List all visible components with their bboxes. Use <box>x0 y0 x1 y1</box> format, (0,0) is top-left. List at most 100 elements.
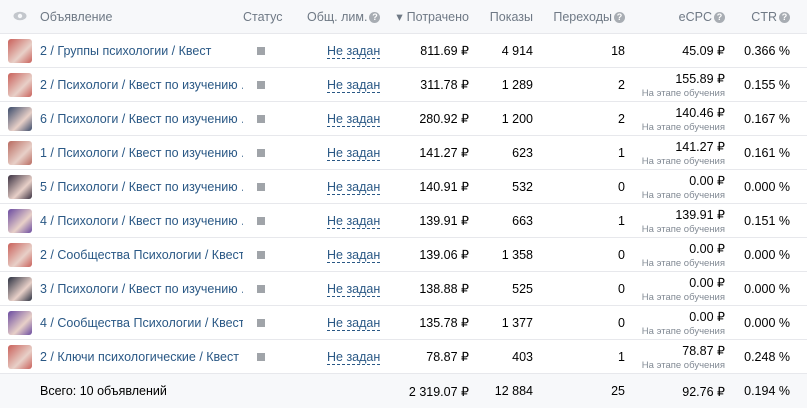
ecpc-cell: 0.00 ₽На этапе обучения <box>625 170 725 204</box>
learning-note: На этапе обучения <box>625 190 725 201</box>
ad-name-link[interactable]: 6 / Психологи / Квест по изучению ... <box>40 112 243 126</box>
ad-thumbnail[interactable] <box>8 277 32 301</box>
ad-name-link[interactable]: 1 / Психологи / Квест по изучению ... <box>40 146 243 160</box>
ad-name-link[interactable]: 2 / Ключи психологические / Квест <box>40 350 239 364</box>
table-row: 1 / Психологи / Квест по изучению ... Не… <box>0 136 807 170</box>
status-stopped-icon[interactable] <box>257 251 265 259</box>
impressions-cell: 1 377 <box>469 306 533 340</box>
clicks-cell: 18 <box>533 34 625 68</box>
status-stopped-icon[interactable] <box>257 149 265 157</box>
learning-note: На этапе обучения <box>625 156 725 167</box>
header-limit[interactable]: Общ. лим.? <box>307 0 392 34</box>
limit-link[interactable]: Не задан <box>327 146 380 161</box>
spent-cell: 139.91 ₽ <box>392 204 469 238</box>
clicks-cell: 1 <box>533 204 625 238</box>
ad-name-link[interactable]: 2 / Группы психологии / Квест <box>40 44 211 58</box>
spent-cell: 811.69 ₽ <box>392 34 469 68</box>
ctr-cell: 0.155 % <box>725 68 807 102</box>
visibility-column[interactable] <box>0 0 40 34</box>
clicks-cell: 0 <box>533 238 625 272</box>
ad-thumbnail[interactable] <box>8 39 32 63</box>
status-stopped-icon[interactable] <box>257 353 265 361</box>
table-row: 2 / Ключи психологические / Квест Не зад… <box>0 340 807 374</box>
ctr-cell: 0.366 % <box>725 34 807 68</box>
learning-note: На этапе обучения <box>625 326 725 337</box>
totals-clicks: 25 <box>533 374 625 408</box>
spent-cell: 139.06 ₽ <box>392 238 469 272</box>
ad-name-link[interactable]: 2 / Психологи / Квест по изучению ... <box>40 78 243 92</box>
clicks-cell: 2 <box>533 102 625 136</box>
limit-link[interactable]: Не задан <box>327 282 380 297</box>
clicks-cell: 2 <box>533 68 625 102</box>
impressions-cell: 623 <box>469 136 533 170</box>
impressions-cell: 1 200 <box>469 102 533 136</box>
spent-cell: 78.87 ₽ <box>392 340 469 374</box>
totals-ctr: 0.194 % <box>725 374 807 408</box>
impressions-cell: 1 358 <box>469 238 533 272</box>
ad-thumbnail[interactable] <box>8 243 32 267</box>
status-stopped-icon[interactable] <box>257 285 265 293</box>
ad-thumbnail[interactable] <box>8 73 32 97</box>
ctr-cell: 0.000 % <box>725 238 807 272</box>
limit-link[interactable]: Не задан <box>327 112 380 127</box>
header-name[interactable]: Объявление <box>40 0 243 34</box>
totals-impressions: 12 884 <box>469 374 533 408</box>
limit-link[interactable]: Не задан <box>327 78 380 93</box>
spent-cell: 138.88 ₽ <box>392 272 469 306</box>
totals-row: Всего: 10 объявлений 2 319.07 ₽ 12 884 2… <box>0 374 807 408</box>
ctr-cell: 0.000 % <box>725 272 807 306</box>
eye-icon <box>13 11 27 21</box>
ad-name-link[interactable]: 4 / Психологи / Квест по изучению ... <box>40 214 243 228</box>
ad-name-link[interactable]: 2 / Сообщества Психологии / Квест... <box>40 248 243 262</box>
learning-note: На этапе обучения <box>625 88 725 99</box>
ad-name-link[interactable]: 3 / Психологи / Квест по изучению ... <box>40 282 243 296</box>
clicks-cell: 0 <box>533 170 625 204</box>
limit-link[interactable]: Не задан <box>327 350 380 365</box>
ctr-cell: 0.000 % <box>725 306 807 340</box>
ecpc-cell: 0.00 ₽На этапе обучения <box>625 306 725 340</box>
limit-link[interactable]: Не задан <box>327 180 380 195</box>
table-row: 2 / Группы психологии / Квест Не задан 8… <box>0 34 807 68</box>
learning-note: На этапе обучения <box>625 224 725 235</box>
status-stopped-icon[interactable] <box>257 319 265 327</box>
ad-name-link[interactable]: 4 / Сообщества Психологии / Квест... <box>40 316 243 330</box>
table-row: 4 / Сообщества Психологии / Квест... Не … <box>0 306 807 340</box>
header-ecpc[interactable]: eCPC? <box>625 0 725 34</box>
ad-thumbnail[interactable] <box>8 107 32 131</box>
clicks-cell: 1 <box>533 340 625 374</box>
help-icon[interactable]: ? <box>369 12 380 23</box>
help-icon[interactable]: ? <box>614 12 625 23</box>
ad-thumbnail[interactable] <box>8 311 32 335</box>
header-clicks[interactable]: Переходы? <box>533 0 625 34</box>
spent-cell: 280.92 ₽ <box>392 102 469 136</box>
status-stopped-icon[interactable] <box>257 47 265 55</box>
limit-link[interactable]: Не задан <box>327 44 380 59</box>
help-icon[interactable]: ? <box>714 12 725 23</box>
impressions-cell: 532 <box>469 170 533 204</box>
status-stopped-icon[interactable] <box>257 115 265 123</box>
ecpc-cell: 0.00 ₽На этапе обучения <box>625 238 725 272</box>
totals-label: Всего: 10 объявлений <box>40 374 392 408</box>
status-stopped-icon[interactable] <box>257 81 265 89</box>
status-stopped-icon[interactable] <box>257 217 265 225</box>
help-icon[interactable]: ? <box>779 12 790 23</box>
ad-thumbnail[interactable] <box>8 209 32 233</box>
ad-thumbnail[interactable] <box>8 345 32 369</box>
ad-name-link[interactable]: 5 / Психологи / Квест по изучению ... <box>40 180 243 194</box>
totals-ecpc: 92.76 ₽ <box>625 374 725 408</box>
header-ctr[interactable]: CTR? <box>725 0 807 34</box>
ctr-cell: 0.167 % <box>725 102 807 136</box>
header-status[interactable]: Статус <box>243 0 307 34</box>
header-spent[interactable]: ▾Потрачено <box>392 0 469 34</box>
table-row: 2 / Психологи / Квест по изучению ... Не… <box>0 68 807 102</box>
ad-thumbnail[interactable] <box>8 141 32 165</box>
clicks-cell: 1 <box>533 136 625 170</box>
ad-thumbnail[interactable] <box>8 175 32 199</box>
status-stopped-icon[interactable] <box>257 183 265 191</box>
header-impressions[interactable]: Показы <box>469 0 533 34</box>
limit-link[interactable]: Не задан <box>327 248 380 263</box>
learning-note: На этапе обучения <box>625 360 725 371</box>
limit-link[interactable]: Не задан <box>327 214 380 229</box>
limit-link[interactable]: Не задан <box>327 316 380 331</box>
impressions-cell: 525 <box>469 272 533 306</box>
